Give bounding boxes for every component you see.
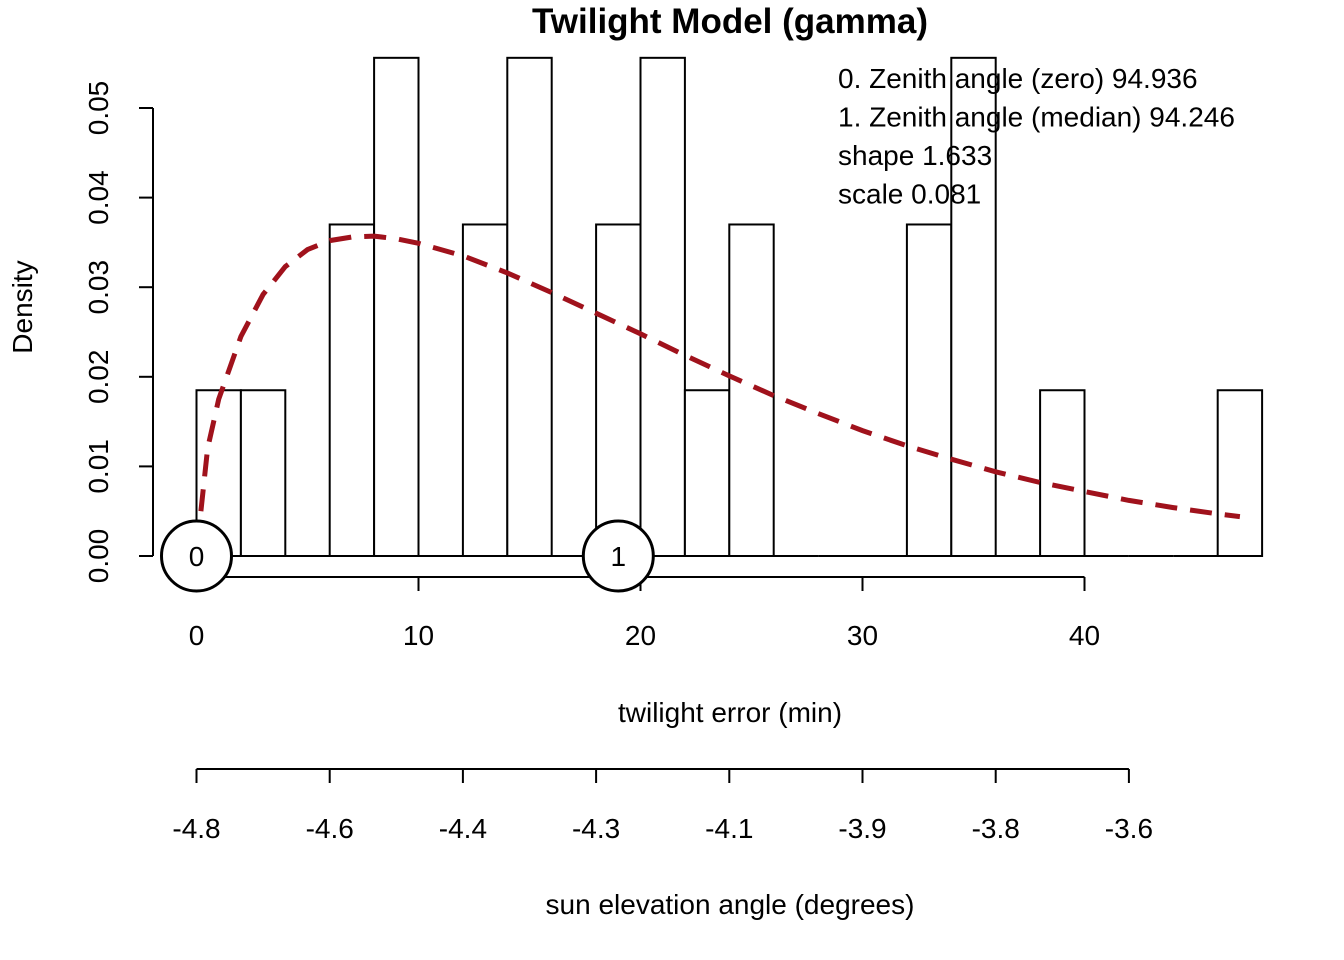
marker-0: 0 xyxy=(160,519,233,593)
y-tick-label: 0.01 xyxy=(83,439,114,494)
histogram-bar xyxy=(506,56,553,557)
gamma-curve-layer xyxy=(198,233,1241,520)
marker-circle xyxy=(581,519,655,593)
histogram-bar xyxy=(683,389,731,557)
histogram-bar xyxy=(1039,389,1086,557)
x-tick-label: 40 xyxy=(1069,620,1100,651)
x-tick-label: 30 xyxy=(847,620,878,651)
x2-tick-label: -4.1 xyxy=(705,813,753,844)
annotation-line: shape 1.633 xyxy=(838,140,992,171)
x2-tick-label: -4.3 xyxy=(572,813,620,844)
annotation-line: 0. Zenith angle (zero) 94.936 xyxy=(838,63,1198,94)
x2-tick-label: -3.9 xyxy=(838,813,886,844)
histogram-bar xyxy=(239,389,287,557)
histogram-bar xyxy=(639,56,686,557)
y-axis-label: Density xyxy=(7,260,38,353)
x2-tick-label: -4.8 xyxy=(172,813,220,844)
marker-1: 1 xyxy=(581,519,655,593)
histogram-bar xyxy=(950,56,997,557)
histogram-bar xyxy=(905,223,953,557)
x-tick-label: 0 xyxy=(189,620,205,651)
x2-tick-label: -4.6 xyxy=(306,813,354,844)
x2-axis-label: sun elevation angle (degrees) xyxy=(546,889,915,920)
y-tick-label: 0.03 xyxy=(83,260,114,315)
marker-circle xyxy=(160,519,233,593)
annotations: 0. Zenith angle (zero) 94.936 1. Zenith a… xyxy=(838,63,1235,210)
chart-title: Twilight Model (gamma) xyxy=(532,2,928,41)
marker-label: 1 xyxy=(611,541,627,572)
histogram-bars xyxy=(195,56,1264,557)
y-axis: 0.00 0.01 0.02 0.03 0.04 0.05 xyxy=(83,81,154,584)
histogram-bar xyxy=(595,223,642,557)
y-tick-label: 0.00 xyxy=(83,529,114,584)
x2-tick-label: -3.6 xyxy=(1105,813,1153,844)
x2-tick-label: -4.4 xyxy=(439,813,487,844)
histogram-bar xyxy=(328,223,376,557)
annotation-line: 1. Zenith angle (median) 94.246 xyxy=(838,102,1235,133)
x-axis-label: twilight error (min) xyxy=(618,697,842,728)
histogram-bar xyxy=(461,223,509,557)
histogram-bar xyxy=(1216,389,1264,557)
histogram-bar xyxy=(373,56,420,557)
x-axis: 0 10 20 30 40 xyxy=(189,576,1100,651)
x2-axis: -4.8 -4.6 -4.4 -4.3 -4.1 -3.9 -3.8 -3.6 xyxy=(172,768,1153,844)
y-tick-label: 0.05 xyxy=(83,81,114,136)
gamma-density-curve xyxy=(198,233,1241,520)
x2-tick-label: -3.8 xyxy=(972,813,1020,844)
x-tick-label: 10 xyxy=(403,620,434,651)
marker-label: 0 xyxy=(189,541,205,572)
y-tick-label: 0.04 xyxy=(83,170,114,225)
x-tick-label: 20 xyxy=(625,620,656,651)
y-tick-label: 0.02 xyxy=(83,350,114,405)
annotation-line: scale 0.081 xyxy=(838,179,981,210)
